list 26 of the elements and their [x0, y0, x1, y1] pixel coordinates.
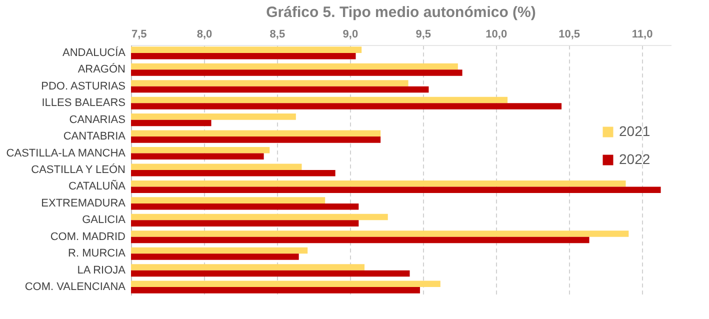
x-tick-label: 7,5 [132, 28, 147, 40]
x-tick-label: 8,0 [196, 28, 212, 40]
legend-label: 2022 [619, 151, 650, 167]
x-tick-label: 10,5 [558, 28, 580, 40]
legend-label: 2021 [619, 123, 650, 139]
y-tick-label: COM. MADRID [50, 230, 126, 243]
x-tick-label: 9,0 [342, 28, 358, 40]
y-tick-label: R. MURCIA [68, 248, 126, 260]
y-tick-label: CANARIAS [69, 114, 126, 126]
y-tick-label: EXTREMADURA [41, 197, 126, 210]
x-tick-label: 8,5 [270, 28, 286, 40]
y-tick-label: CASTILLA Y LEÓN [31, 163, 126, 176]
y-tick-label: CATALUÑA [68, 180, 126, 193]
x-tick-label: 10,0 [486, 28, 508, 40]
y-tick-label: COM. VALENCIANA [24, 281, 126, 294]
y-tick-label: ARAGÓN [78, 62, 126, 76]
y-tick-label: GALICIA [82, 214, 126, 226]
y-tick-label: ILLES BALEARS [42, 97, 126, 110]
y-tick-label: PDO. ASTURIAS [41, 80, 126, 92]
chart-title: Gráfico 5. Tipo medio autonómico (%) [266, 4, 536, 21]
x-tick-label: 9,5 [416, 28, 432, 40]
y-tick-label: LA RIOJA [77, 264, 126, 276]
y-tick-label: ANDALUCÍA [62, 46, 126, 59]
y-tick-label: CANTABRIA [63, 130, 126, 143]
y-tick-label: CASTILLA-LA MANCHA [6, 147, 126, 160]
x-tick-label: 11,0 [632, 28, 653, 40]
